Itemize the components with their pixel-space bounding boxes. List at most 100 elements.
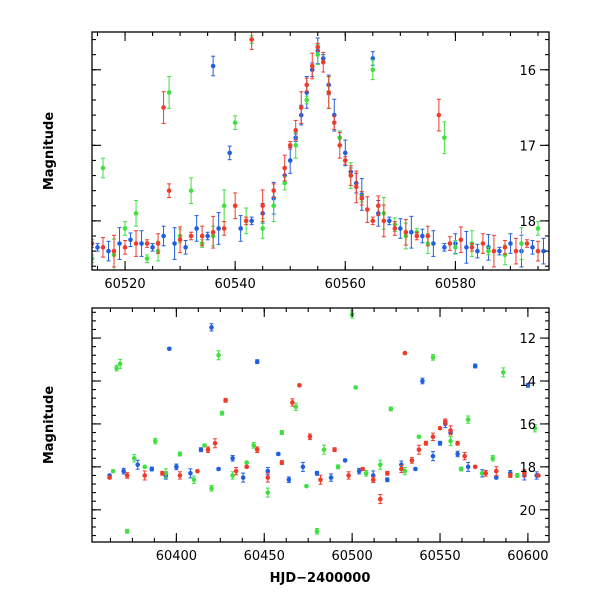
bottom-panel-data-points (107, 310, 541, 535)
top-blue-point (238, 215, 243, 242)
bottom-green-point (216, 350, 221, 361)
top-red-point (469, 243, 475, 252)
bottom-red-point (318, 474, 323, 485)
bottom-green-point (479, 471, 485, 476)
bottom-x-tick-label: 60450 (244, 549, 285, 564)
top-red-point (111, 234, 117, 268)
bottom-blue-point (455, 450, 460, 458)
top-red-point (249, 32, 254, 50)
bottom-red-point (370, 476, 376, 484)
top-red-point (381, 204, 387, 238)
top-red-point (425, 225, 431, 247)
bottom-red-point (290, 398, 295, 407)
top-red-point (271, 183, 276, 198)
top-red-point (309, 52, 315, 80)
bottom-x-tick-label: 60500 (331, 549, 372, 564)
bottom-green-point (532, 424, 538, 433)
bottom-green-point (402, 467, 408, 476)
top-red-point (177, 226, 183, 254)
top-red-point (315, 42, 321, 52)
top-red-point (513, 237, 519, 265)
top-blue-point (139, 230, 144, 257)
bottom-red-point (244, 464, 249, 470)
bottom-red-point (437, 425, 443, 431)
top-red-point (502, 240, 508, 255)
bottom-red-point (399, 464, 404, 474)
top-red-point (359, 190, 365, 206)
bottom-red-point (462, 451, 467, 461)
top-blue-point (541, 237, 546, 265)
top-blue-point (249, 216, 254, 226)
bottom-y-tick-label: 20 (519, 504, 536, 519)
bottom-green-point (163, 468, 169, 479)
bottom-green-point (377, 459, 383, 470)
top-red-point (414, 231, 420, 241)
top-red-point (403, 218, 409, 246)
top-x-tick-label: 60520 (104, 277, 145, 292)
bottom-blue-point (413, 466, 418, 472)
bottom-blue-point (472, 363, 478, 369)
top-red-point (293, 119, 299, 141)
bottom-green-point (219, 410, 225, 416)
top-red-point (342, 156, 348, 165)
bottom-red-point (195, 468, 200, 474)
top-blue-point (128, 232, 133, 248)
bottom-red-point (332, 447, 337, 453)
bottom-y-tick-label: 14 (519, 375, 536, 390)
top-red-point (365, 196, 370, 223)
top-red-point (210, 215, 216, 249)
top-red-point (331, 115, 337, 130)
top-green-point (442, 121, 447, 155)
top-blue-point (194, 215, 199, 242)
bottom-blue-point (493, 475, 499, 480)
bottom-red-point (409, 457, 415, 464)
bottom-x-axis-label: HJD−2400000 (270, 571, 371, 586)
top-y-axis-label: Magnitude (42, 112, 57, 191)
bottom-blue-point (525, 382, 531, 388)
top-y-tick-label: 17 (519, 139, 536, 154)
bottom-green-point (110, 468, 116, 474)
bottom-red-point (536, 473, 541, 478)
bottom-red-point (307, 433, 313, 441)
top-x-tick-label: 60560 (325, 277, 366, 292)
bottom-red-point (346, 471, 351, 480)
top-blue-point (398, 218, 403, 239)
top-red-point (133, 230, 139, 257)
top-blue-point (409, 215, 414, 249)
top-blue-point (150, 243, 155, 252)
top-red-point (122, 240, 128, 255)
bottom-green-point (191, 475, 197, 484)
top-red-point (326, 76, 332, 109)
bottom-red-point (223, 397, 228, 403)
top-blue-point (387, 216, 392, 226)
top-blue-point (227, 145, 232, 161)
bottom-green-point (131, 454, 137, 463)
bottom-x-tick-label: 60550 (419, 549, 460, 564)
bottom-green-point (202, 443, 207, 448)
bottom-blue-point (420, 377, 425, 385)
bottom-blue-point (198, 447, 204, 453)
bottom-green-point (293, 402, 299, 411)
bottom-red-point (472, 464, 478, 470)
top-green-point (486, 246, 491, 256)
top-green-point (453, 240, 458, 255)
bottom-red-point (160, 470, 165, 476)
bottom-red-point (124, 472, 130, 479)
bottom-green-point (114, 364, 119, 372)
bottom-blue-point (465, 461, 471, 472)
bottom-green-point (388, 406, 394, 412)
top-blue-point (530, 240, 535, 255)
bottom-green-point (430, 354, 436, 361)
bottom-green-point (251, 442, 257, 449)
top-green-point (304, 95, 310, 105)
top-blue-point (161, 225, 166, 247)
bottom-green-point (142, 464, 148, 470)
bottom-green-point (230, 471, 235, 480)
bottom-blue-point (230, 454, 235, 462)
bottom-red-point (508, 473, 513, 478)
top-red-point (348, 165, 354, 186)
top-green-point (221, 189, 227, 223)
top-green-point (100, 157, 106, 179)
top-blue-point (464, 230, 469, 264)
